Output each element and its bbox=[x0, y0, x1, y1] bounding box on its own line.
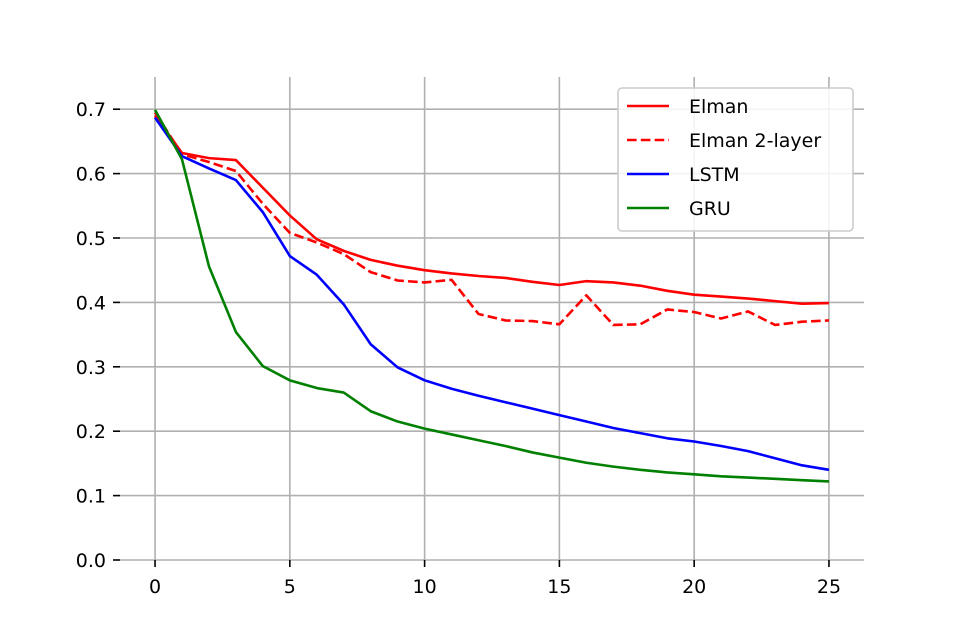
legend-label: LSTM bbox=[689, 164, 740, 186]
y-tick-label: 0.0 bbox=[76, 550, 106, 572]
axis-ticks: 0 5 10 15 20 25 0.0 0.1 0.2 0.3 0.4 0.5 0.6 0.7 bbox=[76, 99, 841, 598]
series-line-elman-2-layer bbox=[153, 111, 830, 327]
series-lines bbox=[153, 109, 830, 483]
y-tick-label: 0.7 bbox=[76, 99, 106, 121]
y-tick-label: 0.2 bbox=[76, 421, 106, 443]
x-tick-label: 20 bbox=[682, 576, 706, 598]
x-tick-label: 10 bbox=[413, 576, 437, 598]
y-tick-label: 0.4 bbox=[76, 292, 106, 314]
legend-label: Elman 2-layer bbox=[689, 130, 821, 152]
y-tick-label: 0.5 bbox=[76, 228, 106, 250]
series-line-gru bbox=[153, 109, 830, 483]
y-tick-label: 0.1 bbox=[76, 486, 106, 508]
legend: Elman Elman 2-layer LSTM GRU bbox=[617, 87, 854, 232]
legend-label: Elman bbox=[689, 96, 748, 118]
legend-box bbox=[617, 87, 854, 232]
x-tick-label: 0 bbox=[149, 576, 161, 598]
y-tick-label: 0.3 bbox=[76, 357, 106, 379]
legend-label: GRU bbox=[689, 198, 731, 220]
y-tick-label: 0.6 bbox=[76, 164, 106, 186]
x-tick-label: 15 bbox=[547, 576, 571, 598]
x-tick-label: 5 bbox=[284, 576, 296, 598]
x-tick-label: 25 bbox=[817, 576, 841, 598]
series-line-lstm bbox=[153, 116, 830, 472]
series-line-elman bbox=[153, 114, 829, 305]
